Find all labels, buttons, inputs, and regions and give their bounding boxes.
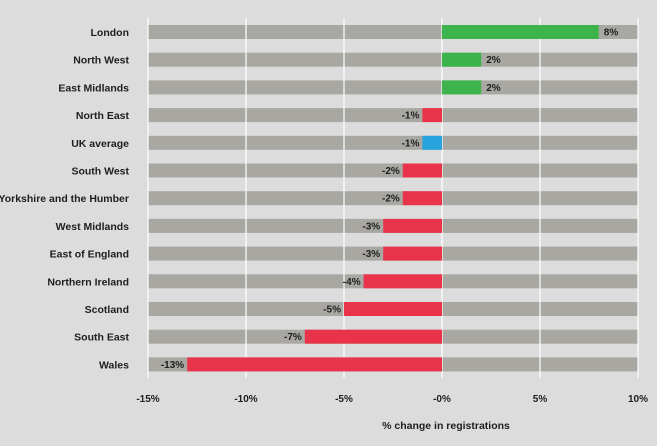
category-label: Wales (99, 359, 129, 371)
category-label: West Midlands (56, 221, 129, 233)
bar-track (148, 108, 638, 123)
bar (442, 52, 482, 67)
data-label: -1% (402, 111, 420, 122)
bar (344, 302, 442, 316)
bar (363, 274, 442, 289)
data-label: -1% (402, 138, 420, 149)
data-label: 2% (486, 83, 501, 94)
bar (442, 80, 482, 95)
data-label: -2% (382, 166, 400, 177)
bar (402, 163, 442, 178)
category-label: Scotland (85, 304, 129, 316)
bar (383, 246, 442, 261)
bar (383, 218, 442, 233)
x-tick-label: 5% (533, 394, 548, 405)
category-label: North West (73, 55, 129, 67)
data-label: -4% (343, 277, 361, 288)
bar (187, 357, 442, 372)
x-axis-title: % change in registrations (382, 420, 510, 432)
data-label: 2% (486, 55, 501, 66)
x-tick-label: -5% (335, 394, 353, 405)
data-label: -5% (323, 305, 341, 316)
data-label: -7% (284, 332, 302, 343)
bar-track (148, 135, 638, 150)
category-label: UK average (71, 138, 129, 150)
category-label: East of England (50, 249, 129, 261)
x-tick-label: 10% (628, 394, 648, 405)
bar (402, 191, 442, 206)
bar (304, 329, 442, 344)
category-label: Yorkshire and the Humber (0, 193, 129, 205)
data-label: -3% (362, 221, 380, 232)
data-label: -3% (362, 249, 380, 260)
bar (422, 108, 442, 123)
category-label: South East (74, 332, 129, 344)
bar (442, 25, 599, 39)
bar (422, 135, 442, 150)
category-label: South West (71, 166, 129, 178)
x-tick-label: -0% (433, 394, 451, 405)
data-label: -13% (161, 360, 184, 371)
x-tick-label: -15% (136, 394, 159, 405)
bar-track (148, 52, 638, 67)
x-tick-label: -10% (234, 394, 257, 405)
bar-track (148, 191, 638, 206)
data-label: 8% (604, 28, 619, 39)
category-label: East Midlands (58, 82, 129, 94)
bar-track (148, 80, 638, 95)
category-label: Northern Ireland (47, 276, 129, 288)
category-label: North East (76, 110, 130, 122)
bar-track (148, 163, 638, 178)
category-label: London (91, 27, 129, 39)
data-label: -2% (382, 194, 400, 205)
